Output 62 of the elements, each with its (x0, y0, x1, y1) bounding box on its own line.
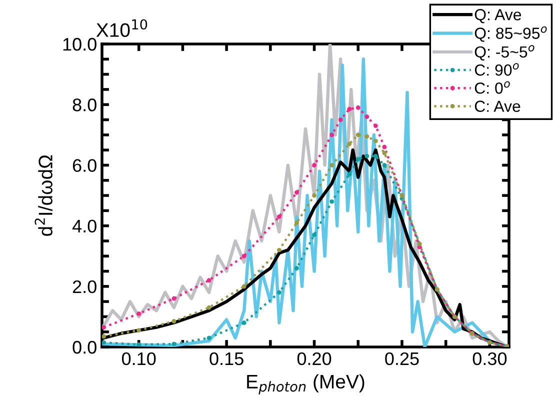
y-tick-label: 6.0 (72, 159, 96, 172)
y-tick-label: 8.0 (72, 98, 96, 112)
point (364, 154, 370, 158)
x-tick-label: 0.30 (472, 352, 507, 366)
point (172, 319, 176, 324)
y-axis-title: d$^{2}$I/dωdΩ (34, 155, 52, 236)
point (294, 266, 299, 270)
legend-label: C: 90$^{o}$ (474, 63, 519, 76)
point (338, 118, 343, 122)
x-tick-label: 0.25 (385, 352, 419, 366)
point (373, 154, 378, 158)
point (347, 106, 352, 112)
point (242, 254, 246, 258)
point (382, 144, 387, 150)
point (242, 284, 246, 289)
point (330, 199, 334, 204)
point (312, 232, 316, 238)
x-axis-title: E$_{photon}$ (MeV) (247, 374, 364, 394)
point (294, 190, 299, 195)
point (330, 132, 334, 138)
point (206, 305, 212, 310)
point (356, 105, 360, 110)
text: X10$^{10}$ (96, 19, 148, 37)
y-tick-label: 4.0 (72, 220, 96, 233)
legend-label: C: Ave (474, 100, 520, 112)
point (373, 124, 378, 128)
point (356, 132, 360, 138)
point (206, 278, 212, 283)
point (102, 340, 106, 345)
point (136, 311, 142, 316)
point (330, 162, 334, 168)
point (242, 320, 246, 325)
point (172, 342, 176, 346)
point (172, 296, 176, 301)
point (102, 334, 106, 339)
point (276, 248, 282, 252)
point (102, 325, 106, 330)
legend-label: Q: Ave (474, 9, 522, 24)
point (276, 290, 282, 295)
point (136, 328, 142, 333)
point (356, 156, 360, 162)
x-tick-label: 0.15 (210, 352, 244, 366)
point (312, 193, 316, 198)
y-tick-label: 10.0 (63, 38, 96, 51)
point (364, 114, 370, 119)
point (382, 162, 387, 168)
point (312, 162, 316, 168)
legend-label: Q: 85~95$^{o}$ (474, 26, 547, 42)
y-tick-label: 0.0 (72, 340, 96, 354)
point (382, 150, 387, 156)
y-tick-label: 2.0 (72, 280, 96, 294)
legend-label: C: 0$^{o}$ (474, 81, 510, 94)
point (276, 214, 282, 219)
legend-label: Q: -5~5$^{o}$ (474, 45, 534, 60)
point (206, 336, 212, 340)
point (294, 220, 299, 225)
x-tick-label: 0.20 (297, 352, 332, 366)
x-tick-label: 0.10 (122, 352, 156, 366)
point (364, 134, 370, 139)
point (373, 138, 378, 144)
point (347, 142, 352, 146)
point (347, 172, 352, 177)
